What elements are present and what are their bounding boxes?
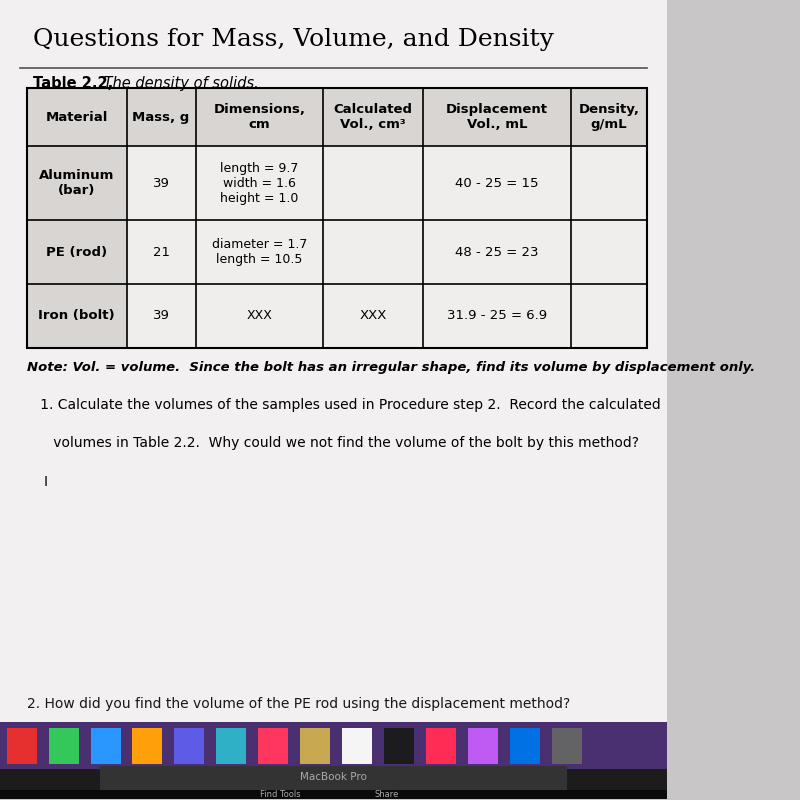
- Text: 40 - 25 = 15: 40 - 25 = 15: [455, 177, 539, 190]
- Text: Mass, g: Mass, g: [133, 110, 190, 124]
- Text: I: I: [43, 474, 47, 489]
- Text: The density of solids.: The density of solids.: [98, 76, 258, 91]
- Text: 39: 39: [153, 310, 170, 322]
- Bar: [426, 728, 456, 764]
- Bar: [510, 728, 540, 764]
- Text: Table 2.2,: Table 2.2,: [34, 76, 114, 91]
- Bar: [571, 284, 647, 348]
- Bar: [571, 220, 647, 284]
- Text: Note: Vol. = volume.  Since the bolt has an irregular shape, find its volume by : Note: Vol. = volume. Since the bolt has …: [26, 362, 755, 374]
- Text: Aluminum
(bar): Aluminum (bar): [39, 170, 114, 198]
- Text: 21: 21: [153, 246, 170, 258]
- Bar: [100, 766, 567, 791]
- Bar: [323, 88, 423, 146]
- Text: Dimensions,
cm: Dimensions, cm: [214, 103, 306, 131]
- Text: Density,
g/mL: Density, g/mL: [578, 103, 640, 131]
- Bar: [174, 728, 205, 764]
- Bar: [571, 88, 647, 146]
- Bar: [300, 728, 330, 764]
- Text: Material: Material: [46, 110, 108, 124]
- Bar: [0, 727, 667, 799]
- Bar: [423, 284, 571, 348]
- Bar: [552, 728, 582, 764]
- Bar: [258, 728, 288, 764]
- Bar: [195, 88, 323, 146]
- Bar: [90, 728, 121, 764]
- Bar: [468, 728, 498, 764]
- Bar: [0, 790, 667, 799]
- Bar: [571, 146, 647, 220]
- Text: Calculated
Vol., cm³: Calculated Vol., cm³: [334, 103, 413, 131]
- Bar: [423, 220, 571, 284]
- Text: 2. How did you find the volume of the PE rod using the displacement method?: 2. How did you find the volume of the PE…: [26, 697, 570, 711]
- Bar: [126, 284, 195, 348]
- Text: Find Tools: Find Tools: [260, 790, 301, 799]
- Bar: [195, 284, 323, 348]
- Text: diameter = 1.7
length = 10.5: diameter = 1.7 length = 10.5: [212, 238, 307, 266]
- Bar: [49, 728, 78, 764]
- Text: MacBook Pro: MacBook Pro: [300, 772, 367, 782]
- Text: XXX: XXX: [246, 310, 272, 322]
- Bar: [26, 146, 126, 220]
- Bar: [323, 146, 423, 220]
- Bar: [323, 220, 423, 284]
- Bar: [126, 88, 195, 146]
- Bar: [26, 220, 126, 284]
- Bar: [26, 88, 647, 348]
- Bar: [6, 728, 37, 764]
- Text: Iron (bolt): Iron (bolt): [38, 310, 115, 322]
- Bar: [126, 146, 195, 220]
- Text: PE (rod): PE (rod): [46, 246, 107, 258]
- Text: 48 - 25 = 23: 48 - 25 = 23: [455, 246, 539, 258]
- Bar: [342, 728, 372, 764]
- Bar: [384, 728, 414, 764]
- Text: XXX: XXX: [359, 310, 386, 322]
- Bar: [26, 88, 126, 146]
- Bar: [195, 146, 323, 220]
- Bar: [216, 728, 246, 764]
- Text: Displacement
Vol., mL: Displacement Vol., mL: [446, 103, 548, 131]
- Text: 31.9 - 25 = 6.9: 31.9 - 25 = 6.9: [447, 310, 547, 322]
- Bar: [126, 220, 195, 284]
- Bar: [423, 146, 571, 220]
- Bar: [195, 220, 323, 284]
- Text: Share: Share: [374, 790, 399, 799]
- Bar: [423, 88, 571, 146]
- Text: Questions for Mass, Volume, and Density: Questions for Mass, Volume, and Density: [34, 28, 554, 51]
- Text: 39: 39: [153, 177, 170, 190]
- Bar: [323, 284, 423, 348]
- Text: volumes in Table 2.2.  Why could we not find the volume of the bolt by this meth: volumes in Table 2.2. Why could we not f…: [26, 436, 638, 450]
- Text: length = 9.7
width = 1.6
height = 1.0: length = 9.7 width = 1.6 height = 1.0: [220, 162, 298, 205]
- Bar: [0, 722, 667, 769]
- Text: 1. Calculate the volumes of the samples used in Procedure step 2.  Record the ca: 1. Calculate the volumes of the samples …: [26, 398, 661, 412]
- Bar: [133, 728, 162, 764]
- Bar: [26, 284, 126, 348]
